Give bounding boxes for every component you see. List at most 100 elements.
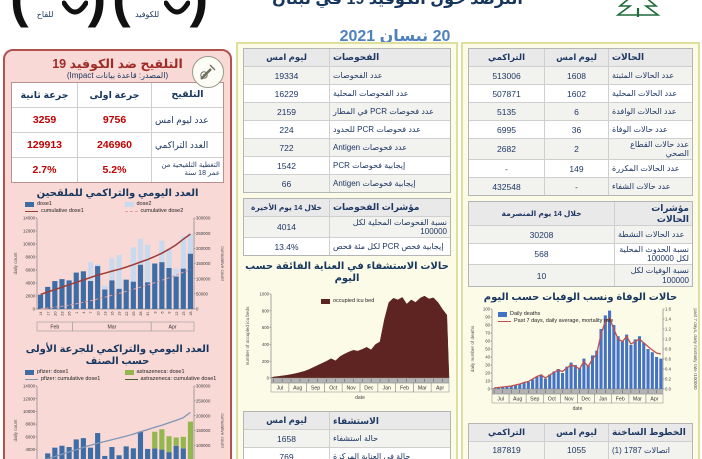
col-yesterday: ليوم امس: [545, 49, 609, 66]
daily-deaths-chart: Daily deaths Past 7 days, daily average, …: [468, 305, 698, 418]
row-label: عدد ليوم امس: [155, 114, 209, 125]
svg-text:Feb: Feb: [50, 325, 59, 331]
row-label: حالة استشفاء: [333, 434, 379, 444]
row-label: العدد التراكمي: [155, 139, 209, 150]
icu-occupancy-chart: occupied icu bed 0 200 400 600 800 1000 Jul Aug S…: [243, 286, 451, 407]
svg-text:1: 1: [75, 312, 79, 314]
value: 769: [244, 448, 330, 459]
svg-text:100000: 100000: [196, 276, 211, 281]
hospitalization-table: ليوم امس الاستشفاء 1658 حالة استشفاء 769 ح…: [243, 411, 451, 459]
icu-chart-title: حالات الاستشفاء في العناية الفائقة حسب ا…: [245, 261, 449, 285]
col-dose1: جرعة اولى: [78, 83, 152, 107]
col-period: خلال 14 يوم المنصرمة: [469, 202, 615, 226]
table-row: 13.4% إيجابية فحص PCR لكل مئة فحص: [244, 238, 450, 256]
legend-label: cumulative dose1: [41, 208, 84, 214]
table-header-row: التراكمي ليوم امس الخطوط الساخنة: [469, 423, 692, 442]
legend-swatch: [124, 202, 134, 207]
svg-text:12000: 12000: [23, 396, 36, 401]
row-label: إيجابية فحوصات Antigen: [333, 178, 416, 188]
row-label: إيجابية فحوصات PCR: [333, 160, 406, 170]
svg-text:Oct: Oct: [329, 386, 338, 392]
svg-text:Jan: Jan: [599, 396, 607, 402]
table-row: -149 عدد الحالات المكررة: [469, 160, 692, 179]
row-label: عدد الحالات المحلية: [612, 88, 678, 98]
svg-text:300000: 300000: [196, 216, 211, 221]
cumulative: 507871: [469, 85, 545, 102]
dose2-cumulative: 129913: [12, 133, 78, 157]
legend-item: dose2: [124, 201, 225, 208]
svg-text:0: 0: [196, 307, 199, 312]
row-label: عدد فحوصات PCR في المطار: [333, 106, 434, 116]
svg-text:20: 20: [485, 370, 490, 375]
cumulative: 432548: [469, 178, 545, 196]
svg-text:Aug: Aug: [293, 386, 302, 392]
svg-text:Nov: Nov: [346, 386, 356, 392]
table-row: 6995 36 عدد حالات الوفاة: [469, 121, 692, 139]
yesterday: 2: [545, 139, 609, 160]
col-yesterday: ليوم امس: [244, 49, 330, 66]
table-header-row: التراكمي ليوم امس الحالات: [469, 49, 692, 67]
svg-text:600: 600: [262, 326, 270, 331]
value: 568: [469, 244, 615, 265]
vaccinated-chart-title: العدد اليومي والتراكمي للملقحين: [36, 188, 199, 199]
svg-text:6: 6: [160, 312, 164, 314]
svg-text:22: 22: [125, 312, 129, 316]
vaccine-hotline-graphic: ( 1214 للقاح ): [10, 0, 106, 25]
svg-text:31: 31: [146, 312, 150, 316]
legend-label: pfizer: cumulative dose1: [41, 376, 101, 382]
row-label: عدد حالات الوفاة: [612, 124, 668, 134]
table-row: 66 إيجابية فحوصات Antigen: [244, 175, 450, 192]
col-yesterday: ليوم امس: [545, 423, 609, 441]
svg-text:Dec: Dec: [581, 396, 591, 402]
svg-text:6000: 6000: [25, 268, 35, 273]
svg-text:12: 12: [175, 312, 179, 316]
svg-text:150000: 150000: [196, 261, 211, 266]
legend-label: astrazeneca: dose1: [136, 369, 185, 375]
row-label: نسبة الحدوث المحلية لكل 100000: [619, 245, 689, 264]
cumulative: 5135: [469, 103, 545, 120]
svg-text:7: 7: [89, 312, 93, 314]
svg-text:19: 19: [118, 312, 122, 316]
col-period: خلال 14 يوم الأخيرة: [244, 199, 330, 216]
svg-text:2000: 2000: [25, 294, 35, 299]
vaccination-table: جرعة ثانية جرعة اولى التلقيح 3259 9756 ع…: [11, 82, 224, 183]
dose2-yesterday: 3259: [12, 108, 78, 132]
legend-label: dose2: [136, 201, 152, 207]
table-row: 10 نسبة الوفيات لكل 100000: [469, 265, 692, 286]
svg-text:80: 80: [485, 322, 490, 327]
svg-text:23: 23: [61, 312, 65, 316]
table-header-row: خلال 14 يوم الأخيرة مؤشرات الفحوصات: [244, 199, 450, 217]
svg-text:16: 16: [111, 312, 115, 316]
value: 16229: [244, 85, 330, 102]
table-row: 1658 حالة استشفاء: [244, 430, 450, 449]
col-label: التلقيح: [171, 88, 204, 100]
legend-swatch: [25, 370, 34, 375]
dose2-coverage: 2.7%: [12, 158, 78, 182]
header: ( 1214 للقاح ) ( 1787 للكوفيد ) الترصد ح…: [0, 0, 702, 48]
svg-text:0.4: 0.4: [665, 366, 672, 371]
svg-text:8000: 8000: [25, 422, 35, 427]
svg-text:4000: 4000: [25, 447, 35, 452]
svg-text:17: 17: [46, 312, 50, 316]
svg-text:0: 0: [267, 376, 270, 381]
table-row: 507871 1602 عدد الحالات المحلية: [469, 85, 692, 103]
svg-text:Jul: Jul: [277, 386, 284, 392]
svg-text:3: 3: [153, 312, 157, 314]
legend-item: cumulative dose2: [124, 208, 225, 215]
table-row: 2.7% 5.2% التغطية التلقيحية من عمر 18 سن…: [12, 158, 223, 182]
table-row: 129913 246960 العدد التراكمي: [12, 133, 223, 158]
svg-text:cumulative count: cumulative count: [220, 246, 224, 281]
legend-swatch: [25, 379, 38, 380]
svg-text:10000: 10000: [23, 409, 36, 414]
svg-text:Sep: Sep: [311, 386, 320, 392]
legend-swatch: [124, 379, 138, 380]
value: 1542: [244, 157, 330, 174]
value: 722: [244, 139, 330, 156]
row-label: عدد الحالات الوافدة: [612, 106, 677, 116]
svg-text:1.0: 1.0: [665, 336, 672, 341]
row-label: عدد الفحوصات: [333, 70, 383, 80]
svg-text:Apr: Apr: [650, 396, 658, 402]
legend-swatch: [124, 211, 138, 212]
table-row: 513006 1608 عدد الحالات المثبتة: [469, 67, 692, 85]
svg-text:1.2: 1.2: [665, 326, 672, 331]
